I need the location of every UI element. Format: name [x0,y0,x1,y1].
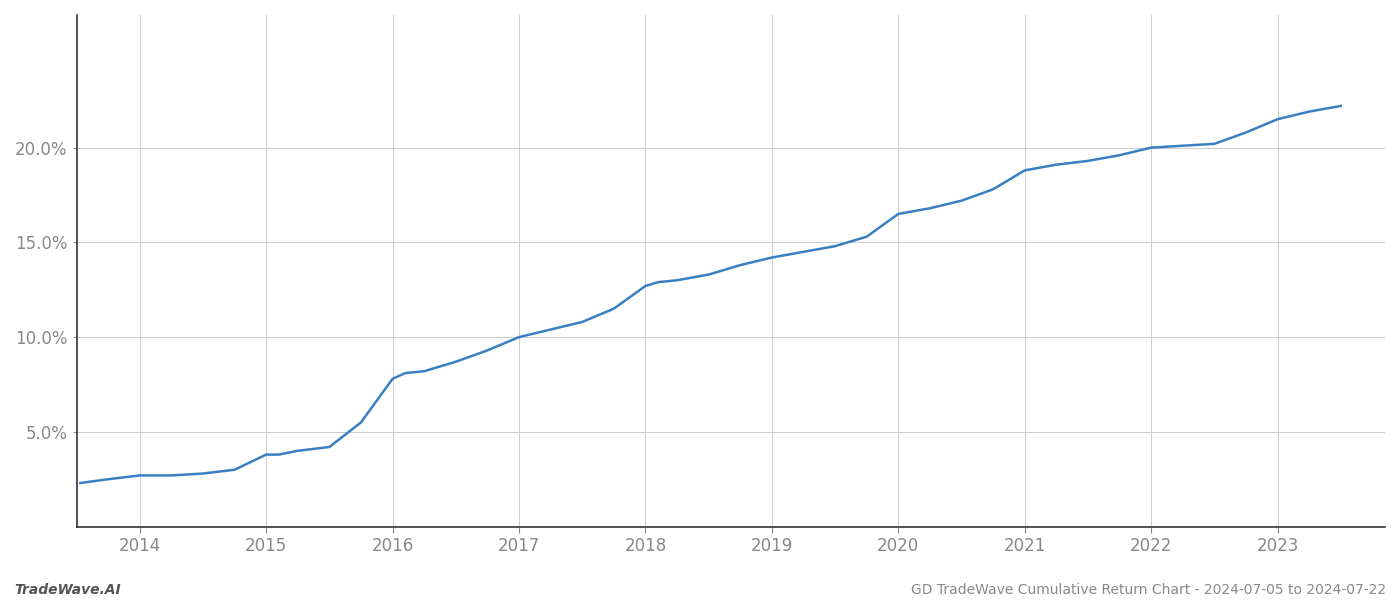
Text: GD TradeWave Cumulative Return Chart - 2024-07-05 to 2024-07-22: GD TradeWave Cumulative Return Chart - 2… [911,583,1386,597]
Text: TradeWave.AI: TradeWave.AI [14,583,120,597]
